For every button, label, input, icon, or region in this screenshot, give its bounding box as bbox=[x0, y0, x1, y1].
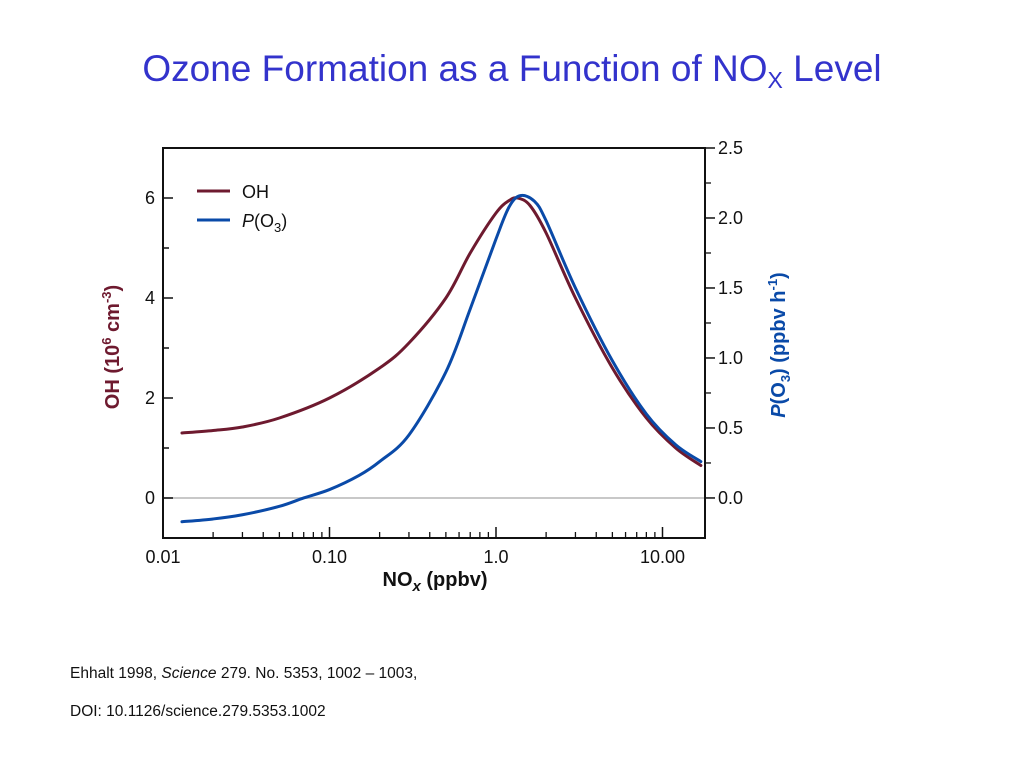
oh-series-line bbox=[180, 196, 703, 467]
citation-suffix: 279. No. 5353, 1002 – 1003, bbox=[216, 665, 418, 682]
legend-oh-label: OH bbox=[242, 182, 269, 202]
y-right-tick-label: 1.5 bbox=[718, 278, 743, 298]
y-right-tick-label: 2.5 bbox=[718, 138, 743, 158]
citation-journal: Science bbox=[161, 665, 217, 682]
citation-line-2: DOI: 10.1126/science.279.5353.1002 bbox=[70, 703, 326, 720]
series-layer bbox=[180, 193, 703, 524]
x-tick-label: 10.00 bbox=[640, 547, 685, 567]
y-left-tick-label: 6 bbox=[145, 188, 155, 208]
title-main: Ozone Formation as a Function of NO bbox=[142, 48, 768, 89]
x-tick-label: 0.01 bbox=[145, 547, 180, 567]
ticks-layer: 0.01 0.10 1.0 10.00 0 2 4 6 0.0 0.5 1.0 1.5 2.0 2.5 bbox=[145, 138, 743, 567]
y-right-tick-label: 0.0 bbox=[718, 488, 743, 508]
title-tail: Level bbox=[782, 48, 882, 89]
slide-title: Ozone Formation as a Function of NOX Lev… bbox=[0, 48, 1024, 94]
y-left-tick-label: 0 bbox=[145, 488, 155, 508]
legend-po3-label: P(O3) bbox=[242, 211, 287, 235]
y-axis-left-label: OH (106 cm-3) bbox=[99, 285, 124, 409]
y-axis-right-label: P(O3) (ppbv h-1) bbox=[765, 272, 793, 417]
x-tick-label: 1.0 bbox=[483, 547, 508, 567]
legend: OH P(O3) bbox=[197, 182, 287, 235]
y-left-tick-label: 4 bbox=[145, 288, 155, 308]
y-right-tick-label: 2.0 bbox=[718, 208, 743, 228]
y-left-tick-label: 2 bbox=[145, 388, 155, 408]
y-right-tick-label: 1.0 bbox=[718, 348, 743, 368]
x-tick-label: 0.10 bbox=[312, 547, 347, 567]
citation-line-1: Ehhalt 1998, Science 279. No. 5353, 1002… bbox=[70, 665, 417, 683]
title-subscript: X bbox=[767, 67, 783, 93]
x-axis-label: NOx (ppbv) bbox=[383, 569, 488, 595]
y-right-tick-label: 0.5 bbox=[718, 418, 743, 438]
citation-prefix: Ehhalt 1998, bbox=[70, 665, 162, 682]
po3-series-line bbox=[180, 193, 703, 524]
plot-frame bbox=[162, 147, 706, 539]
